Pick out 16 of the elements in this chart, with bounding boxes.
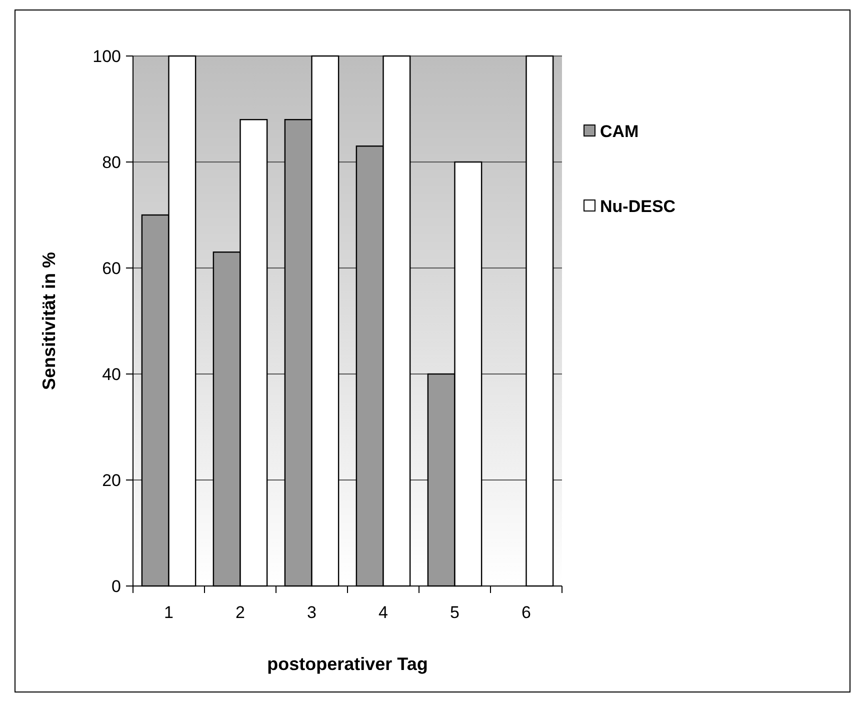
- x-tick-label: 5: [450, 603, 460, 622]
- y-tick-label: 60: [102, 258, 121, 278]
- legend-label: CAM: [600, 122, 639, 141]
- x-tick-label: 2: [236, 603, 245, 622]
- x-axis-title: postoperativer Tag: [267, 654, 428, 674]
- y-axis-title: Sensitivität in %: [39, 252, 59, 390]
- x-tick-label: 3: [307, 603, 316, 622]
- x-tick-label: 4: [378, 603, 388, 622]
- y-tick-label: 40: [102, 364, 121, 384]
- x-tick-label: 6: [522, 603, 531, 622]
- y-tick-label: 0: [112, 576, 121, 596]
- x-tick-label: 1: [164, 603, 174, 622]
- y-tick-label: 80: [102, 152, 121, 172]
- y-tick-label: 20: [102, 470, 121, 490]
- y-tick-label: 100: [92, 46, 121, 66]
- legend-label: Nu-DESC: [600, 196, 676, 216]
